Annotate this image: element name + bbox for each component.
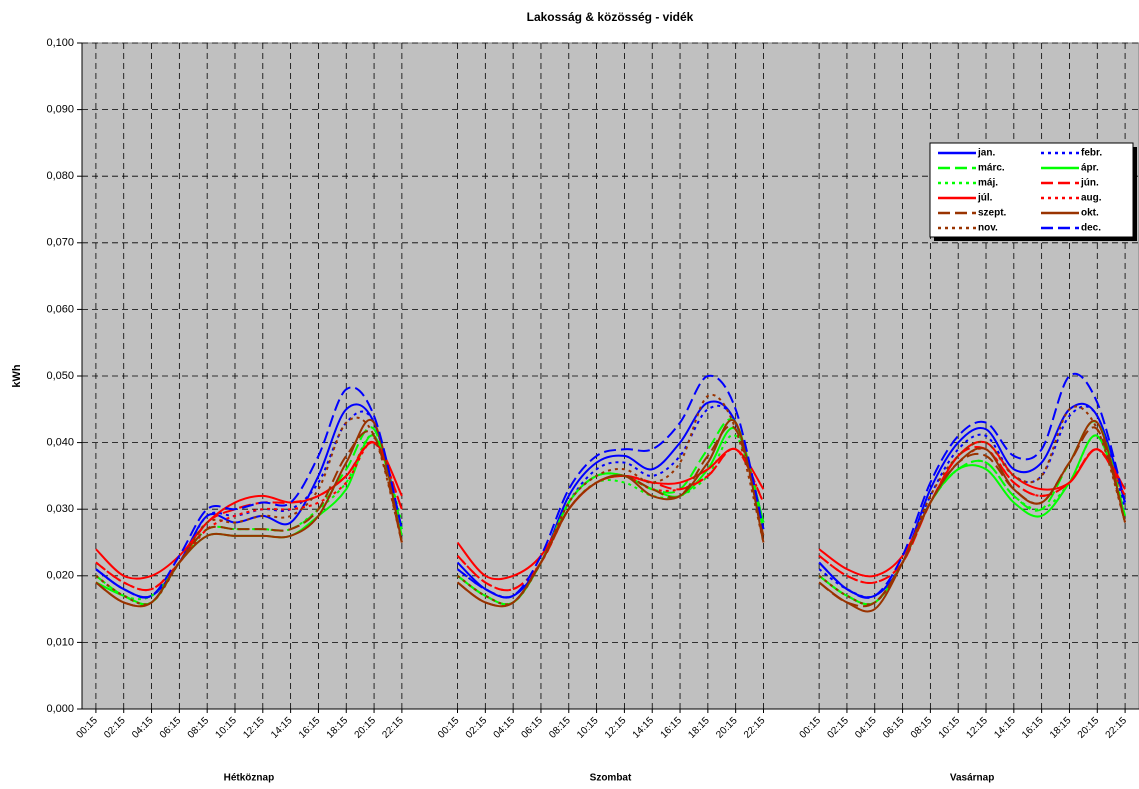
legend-label: febr. — [1081, 148, 1102, 159]
x-tick-label: 18:15 — [1048, 715, 1074, 741]
x-tick-label: 14:15 — [269, 715, 295, 741]
x-tick-label: 06:15 — [519, 715, 545, 741]
x-tick-label: 10:15 — [937, 715, 963, 741]
y-axis-label: kWh — [11, 364, 23, 388]
x-tick-label: 22:15 — [742, 715, 768, 741]
x-tick-label: 04:15 — [853, 715, 879, 741]
series-line — [95, 393, 1127, 606]
x-tick-label: 02:15 — [102, 715, 128, 741]
x-tick-label: 20:15 — [714, 715, 740, 741]
chart-title: Lakosság & közösség - vidék — [527, 10, 694, 24]
x-tick-label: 20:15 — [1076, 715, 1102, 741]
x-tick-label: 12:15 — [965, 715, 991, 741]
legend-label: ápr. — [1081, 163, 1099, 174]
legend-label: dec. — [1081, 223, 1101, 234]
x-tick-label: 22:15 — [1104, 715, 1130, 741]
x-tick-label: 00:15 — [798, 715, 824, 741]
x-tick-label: 16:15 — [659, 715, 685, 741]
x-tick-label: 18:15 — [686, 715, 712, 741]
x-tick-label: 12:15 — [241, 715, 267, 741]
x-tick-label: 12:15 — [603, 715, 629, 741]
x-tick-label: 14:15 — [992, 715, 1018, 741]
x-tick-label: 00:15 — [74, 715, 100, 741]
y-tick-label: 0,000 — [46, 703, 74, 715]
legend-label: okt. — [1081, 208, 1099, 219]
x-tick-label: 00:15 — [436, 715, 462, 741]
legend-label: máj. — [978, 178, 998, 189]
y-tick-label: 0,050 — [46, 370, 74, 382]
legend-label: jún. — [1080, 178, 1099, 189]
series-line — [95, 441, 1126, 592]
group-label: Vasárnap — [950, 773, 994, 784]
y-tick-label: 0,020 — [46, 570, 74, 582]
x-tick-label: 20:15 — [353, 715, 379, 741]
x-tick-label: 14:15 — [631, 715, 657, 741]
y-tick-label: 0,090 — [46, 104, 74, 116]
x-tick-label: 02:15 — [825, 715, 851, 741]
group-label: Hétköznap — [224, 773, 275, 784]
x-tick-label: 16:15 — [1020, 715, 1046, 741]
legend-label: jan. — [977, 148, 995, 159]
x-tick-label: 10:15 — [213, 715, 239, 741]
x-tick-label: 04:15 — [492, 715, 518, 741]
x-tick-label: 22:15 — [380, 715, 406, 741]
x-tick-label: 04:15 — [130, 715, 156, 741]
x-tick-label: 18:15 — [325, 715, 351, 741]
y-tick-label: 0,100 — [46, 37, 74, 49]
x-tick-label: 02:15 — [464, 715, 490, 741]
y-tick-label: 0,040 — [46, 437, 74, 449]
legend — [929, 142, 1134, 238]
y-tick-label: 0,060 — [46, 303, 74, 315]
series-line — [95, 372, 1127, 599]
legend-label: júl. — [977, 193, 993, 204]
x-tick-label: 08:15 — [547, 715, 573, 741]
legend-label: szept. — [978, 208, 1007, 219]
x-tick-label: 16:15 — [297, 715, 323, 741]
group-label: Szombat — [590, 773, 632, 784]
x-tick-label: 08:15 — [186, 715, 212, 741]
y-tick-label: 0,030 — [46, 503, 74, 515]
legend-label: márc. — [978, 163, 1005, 174]
legend-label: aug. — [1081, 193, 1102, 204]
x-tick-label: 08:15 — [909, 715, 935, 741]
legend-label: nov. — [978, 223, 998, 234]
x-tick-label: 06:15 — [158, 715, 184, 741]
x-tick-label: 10:15 — [575, 715, 601, 741]
x-tick-label: 06:15 — [881, 715, 907, 741]
y-tick-label: 0,010 — [46, 636, 74, 648]
y-tick-label: 0,080 — [46, 170, 74, 182]
y-tick-label: 0,070 — [46, 237, 74, 249]
